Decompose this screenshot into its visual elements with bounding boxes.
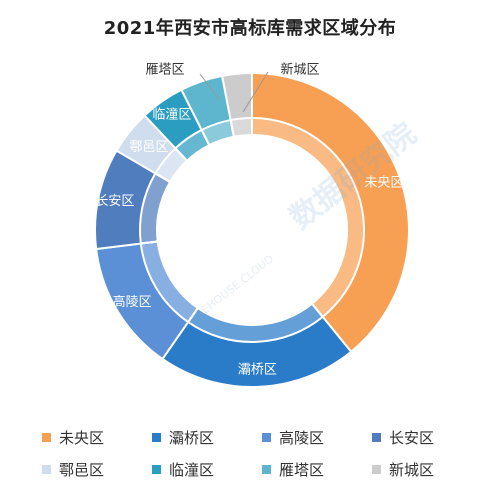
legend-label: 未央区: [59, 428, 105, 447]
slice-label: 灞桥区: [238, 362, 277, 377]
leader-lines: [199, 71, 269, 113]
legend-swatch: [152, 464, 161, 474]
donut-slices: [94, 71, 410, 388]
legend-item: 雁塔区: [262, 458, 324, 480]
legend-swatch: [262, 432, 271, 442]
slice-inner-band: [229, 116, 253, 139]
legend-label: 临潼区: [169, 460, 215, 479]
slice-label: 未央区: [364, 176, 403, 191]
legend-label: 长安区: [389, 428, 435, 447]
leader-line: [199, 73, 221, 101]
legend-item: 长安区: [372, 426, 434, 448]
chart-title: 2021年西安市高标库需求区域分布: [103, 18, 397, 39]
legend-swatch: [372, 464, 381, 474]
legend-label: 高陵区: [279, 428, 325, 447]
slice-label: 新城区: [280, 62, 319, 78]
legend-item: 新城区: [372, 458, 434, 480]
legend-item: 高陵区: [262, 426, 324, 448]
legend-swatch: [372, 432, 381, 442]
legend-swatch: [262, 464, 271, 474]
slice-label: 长安区: [95, 194, 134, 209]
legend-item: 鄠邑区: [42, 458, 104, 480]
donut-inner-ring: [139, 116, 365, 343]
legend-swatch: [42, 464, 51, 474]
legend-swatch: [152, 432, 161, 442]
legend-label: 灞桥区: [169, 428, 215, 447]
legend-item: 灞桥区: [152, 426, 214, 448]
slice-label: 临潼区: [152, 107, 191, 123]
slice-label: 鄠邑区: [129, 140, 168, 155]
slice-label: 雁塔区: [145, 63, 184, 78]
legend-label: 新城区: [389, 460, 435, 479]
legend-swatch: [42, 432, 51, 442]
legend-label: 雁塔区: [279, 460, 325, 479]
legend-label: 鄠邑区: [59, 460, 105, 479]
leader-line: [242, 71, 269, 113]
slice-label: 高陵区: [113, 294, 152, 310]
legend-item: 未央区: [42, 426, 104, 448]
legend-item: 临潼区: [152, 458, 214, 480]
